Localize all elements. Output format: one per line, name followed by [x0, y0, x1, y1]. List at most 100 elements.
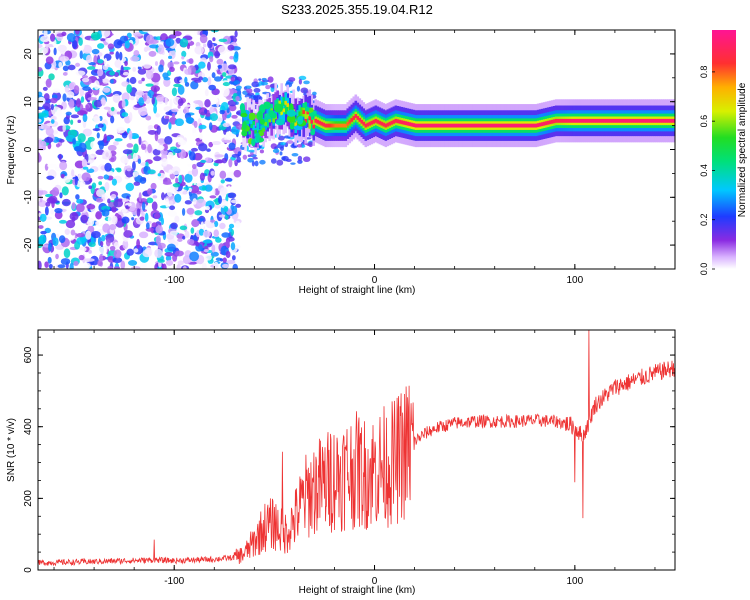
- noise-speckle: [104, 162, 112, 172]
- noise-speckle: [296, 85, 301, 92]
- noise-speckle: [132, 171, 139, 177]
- noise-speckle: [52, 88, 61, 94]
- noise-speckle: [61, 186, 69, 196]
- signal-band: [400, 120, 404, 125]
- noise-speckle: [210, 65, 219, 71]
- noise-speckle: [181, 50, 187, 58]
- noise-speckle: [47, 256, 52, 264]
- signal-band: [446, 123, 450, 128]
- noise-speckle: [177, 84, 185, 95]
- signal-band: [342, 123, 346, 128]
- noise-speckle: [45, 56, 54, 65]
- noise-speckle: [125, 165, 132, 172]
- noise-speckle: [48, 195, 58, 204]
- noise-speckle: [103, 133, 108, 143]
- signal-band: [612, 118, 616, 123]
- signal-blob: [241, 130, 248, 137]
- noise-speckle: [138, 192, 142, 202]
- noise-speckle: [111, 178, 117, 186]
- noise-speckle: [214, 154, 225, 158]
- signal-band: [508, 123, 512, 128]
- signal-band: [366, 122, 370, 127]
- signal-band: [252, 121, 255, 131]
- noise-speckle: [151, 201, 158, 211]
- noise-speckle: [91, 48, 100, 55]
- noise-speckle: [109, 245, 116, 251]
- noise-speckle: [105, 37, 115, 44]
- signal-band: [336, 123, 340, 128]
- noise-speckle: [54, 210, 63, 220]
- signal-band: [346, 121, 350, 126]
- noise-speckle: [98, 181, 103, 186]
- y-tick-label: -10: [23, 190, 34, 205]
- signal-band: [670, 118, 674, 123]
- noise-speckle: [179, 38, 189, 48]
- noise-speckle: [188, 187, 192, 193]
- signal-band: [430, 123, 434, 128]
- noise-speckle: [70, 169, 75, 177]
- noise-speckle: [121, 81, 130, 87]
- noise-speckle: [141, 143, 147, 151]
- noise-speckle: [192, 198, 197, 205]
- noise-speckle: [199, 133, 203, 140]
- noise-speckle: [143, 93, 147, 102]
- noise-speckle: [44, 163, 49, 171]
- noise-speckle: [133, 181, 141, 186]
- noise-speckle: [226, 96, 233, 100]
- noise-speckle: [107, 43, 115, 50]
- noise-speckle: [298, 78, 303, 85]
- signal-band: [254, 129, 257, 134]
- noise-speckle: [219, 222, 226, 230]
- noise-speckle: [152, 195, 158, 199]
- signal-band: [308, 120, 312, 129]
- noise-speckle: [182, 104, 191, 108]
- noise-speckle: [198, 143, 208, 152]
- signal-band: [466, 123, 470, 128]
- noise-speckle: [182, 255, 192, 265]
- noise-speckle: [227, 44, 235, 51]
- signal-band: [546, 120, 550, 125]
- signal-band: [438, 123, 442, 128]
- noise-speckle: [210, 219, 216, 223]
- noise-speckle: [66, 91, 75, 99]
- noise-speckle: [98, 140, 104, 150]
- noise-speckle: [265, 84, 271, 90]
- signal-band: [602, 118, 606, 123]
- noise-speckle: [63, 248, 71, 259]
- signal-band: [620, 118, 624, 123]
- noise-speckle: [174, 215, 180, 223]
- noise-speckle: [126, 32, 132, 39]
- noise-speckle: [196, 183, 203, 187]
- signal-band: [600, 118, 604, 123]
- noise-speckle: [85, 104, 90, 111]
- noise-speckle: [204, 220, 212, 225]
- signal-band: [332, 123, 336, 128]
- noise-speckle: [199, 172, 206, 181]
- noise-speckle: [212, 37, 216, 42]
- signal-band: [536, 123, 540, 128]
- noise-speckle: [70, 119, 74, 125]
- signal-band: [334, 123, 338, 128]
- signal-band: [516, 123, 520, 128]
- noise-speckle: [121, 99, 126, 109]
- noise-speckle: [57, 44, 67, 53]
- noise-speckle: [214, 204, 221, 209]
- noise-speckle: [222, 82, 230, 87]
- noise-speckle: [158, 64, 164, 73]
- signal-band: [310, 119, 314, 124]
- noise-speckle: [131, 266, 141, 269]
- noise-speckle: [192, 132, 198, 138]
- noise-speckle: [187, 66, 191, 75]
- noise-speckle: [70, 114, 80, 119]
- noise-speckle: [168, 200, 174, 205]
- signal-blob: [242, 121, 247, 130]
- noise-speckle: [164, 252, 174, 257]
- signal-blob: [275, 118, 285, 126]
- noise-speckle: [112, 257, 123, 264]
- noise-speckle: [140, 111, 148, 116]
- noise-speckle: [52, 237, 59, 247]
- noise-speckle: [120, 260, 126, 269]
- noise-speckle: [282, 155, 289, 162]
- noise-speckle: [184, 200, 192, 205]
- signal-band: [394, 118, 398, 123]
